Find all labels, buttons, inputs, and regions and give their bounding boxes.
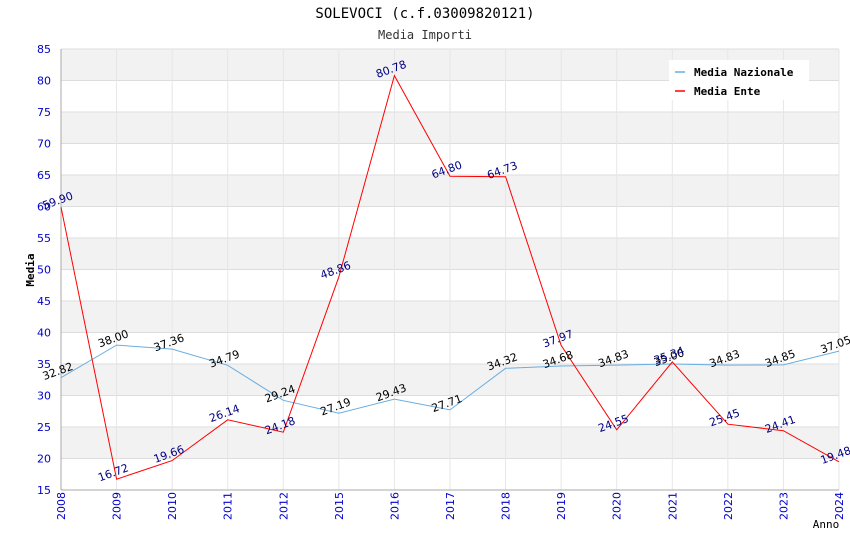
y-tick-label: 40 [37, 327, 51, 340]
y-axis-ticks: 15 20 25 30 35 40 45 50 55 60 65 70 75 80 85 [37, 43, 51, 497]
x-tick-label: 2017 [444, 492, 457, 520]
y-tick-label: 80 [37, 75, 51, 88]
y-tick-label: 75 [37, 106, 51, 119]
x-tick-label: 2016 [388, 492, 401, 520]
x-tick-label: 2022 [722, 492, 735, 520]
y-tick-label: 70 [37, 138, 51, 151]
chart-title: SOLEVOCI (c.f.03009820121) [315, 6, 534, 22]
x-axis-label: Anno [813, 518, 840, 531]
y-tick-label: 55 [37, 232, 51, 245]
x-tick-label: 2012 [277, 492, 290, 520]
x-tick-label: 2024 [833, 492, 846, 520]
x-tick-label: 2008 [55, 492, 68, 520]
y-tick-label: 35 [37, 358, 51, 371]
y-tick-label: 65 [37, 169, 51, 182]
legend: Media Nazionale Media Ente [669, 60, 809, 100]
series-line-media-nazionale [60, 344, 840, 414]
y-tick-label: 50 [37, 264, 51, 277]
x-tick-label: 2023 [777, 492, 790, 520]
x-tick-label: 2011 [222, 492, 235, 520]
x-tick-label: 2015 [333, 492, 346, 520]
legend-box [669, 60, 809, 100]
axes [60, 49, 839, 491]
y-tick-label: 15 [37, 484, 51, 497]
x-tick-label: 2020 [611, 492, 624, 520]
y-tick-label: 30 [37, 390, 51, 403]
legend-label: Media Ente [694, 85, 761, 98]
y-axis-label: Media [24, 253, 37, 286]
y-tick-label: 45 [37, 295, 51, 308]
chart-subtitle: Media Importi [378, 28, 472, 42]
x-tick-label: 2018 [500, 492, 513, 520]
y-tick-label: 85 [37, 43, 51, 56]
x-tick-label: 2021 [666, 492, 679, 520]
series-lines [60, 74, 840, 480]
x-tick-label: 2019 [555, 492, 568, 520]
legend-label: Media Nazionale [694, 66, 794, 79]
y-tick-label: 20 [37, 453, 51, 466]
y-tick-label: 25 [37, 421, 51, 434]
y-tick-label: 60 [37, 201, 51, 214]
series-line-media-ente [60, 74, 840, 480]
grid [60, 48, 840, 491]
x-axis-ticks: 2008 2009 2010 2011 2012 2015 2016 2017 2018 2019… [55, 492, 846, 520]
x-tick-label: 2010 [166, 492, 179, 520]
x-tick-label: 2009 [111, 492, 124, 520]
